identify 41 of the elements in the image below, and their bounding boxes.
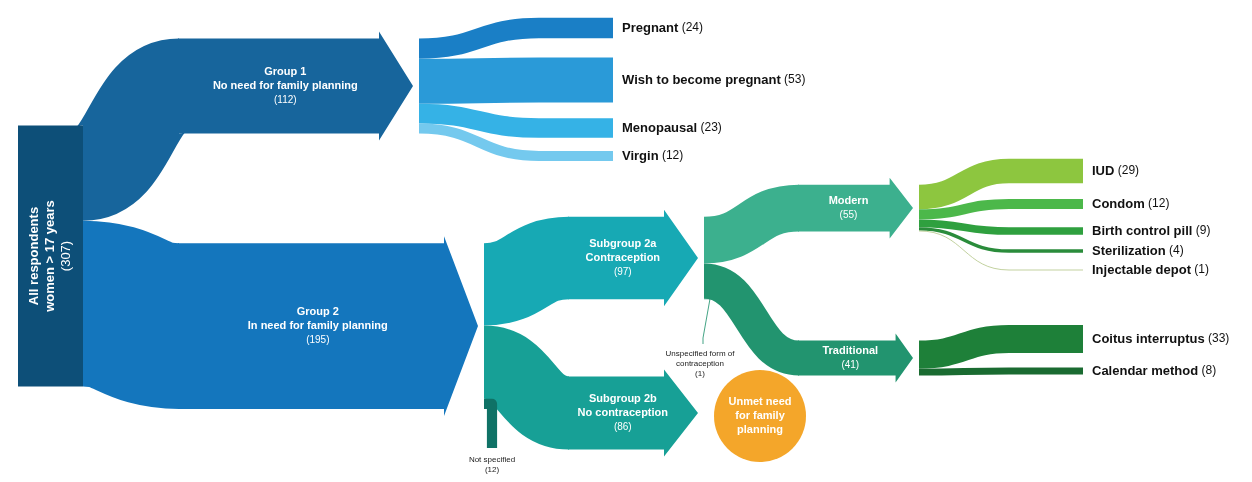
data-label: (112) (274, 93, 297, 105)
data-label: (12) (658, 148, 684, 163)
category-label: Not specified (468, 455, 516, 465)
data-label: (53) (780, 72, 806, 87)
data-label: (86) (613, 420, 632, 432)
data-label: (29) (1114, 163, 1140, 178)
data-label: (24) (678, 20, 704, 35)
category-label: Sterilization (1092, 242, 1166, 258)
data-label: (1) (1190, 262, 1209, 277)
data-label: (12) (484, 465, 500, 475)
data-label: (307) (58, 240, 74, 272)
category-label: Virgin (622, 147, 659, 163)
data-label: (97) (613, 265, 632, 277)
category-label: Condom (1092, 195, 1145, 211)
data-label: (23) (697, 120, 722, 135)
category-label: Pregnant (622, 19, 680, 35)
category-label: Birth control pill (1092, 222, 1193, 238)
category-label: Subgroup 2a Contraception (585, 237, 661, 264)
category-label: Calendar method (1092, 362, 1199, 378)
category-label: Traditional (822, 344, 879, 357)
category-label: Unspecified form of contraception (665, 349, 736, 369)
data-label: (4) (1165, 243, 1184, 258)
category-label: Coitus interruptus (1092, 330, 1205, 346)
category-label: Modern (828, 194, 869, 207)
category-label: Subgroup 2b No contraception (577, 392, 669, 419)
category-label: Group 1 No need for family planning (212, 65, 358, 92)
data-label: (195) (306, 333, 330, 345)
data-label: (1) (695, 369, 706, 379)
category-label: Wish to become pregnant (622, 71, 782, 87)
data-label: (55) (839, 208, 858, 220)
data-label: (8) (1198, 363, 1217, 378)
category-label: IUD (1092, 162, 1115, 178)
data-label: (12) (1144, 196, 1170, 211)
category-label: Menopausal (622, 119, 698, 135)
data-label: (33) (1204, 331, 1230, 346)
data-label: (41) (841, 358, 860, 370)
category-label: All respondents women > 17 years (26, 200, 58, 313)
category-label: Injectable depot (1092, 261, 1192, 277)
category-label: Unmet need for family planning (728, 395, 792, 436)
category-label: Group 2 In need for family planning (247, 305, 388, 332)
data-label: (9) (1192, 223, 1211, 238)
